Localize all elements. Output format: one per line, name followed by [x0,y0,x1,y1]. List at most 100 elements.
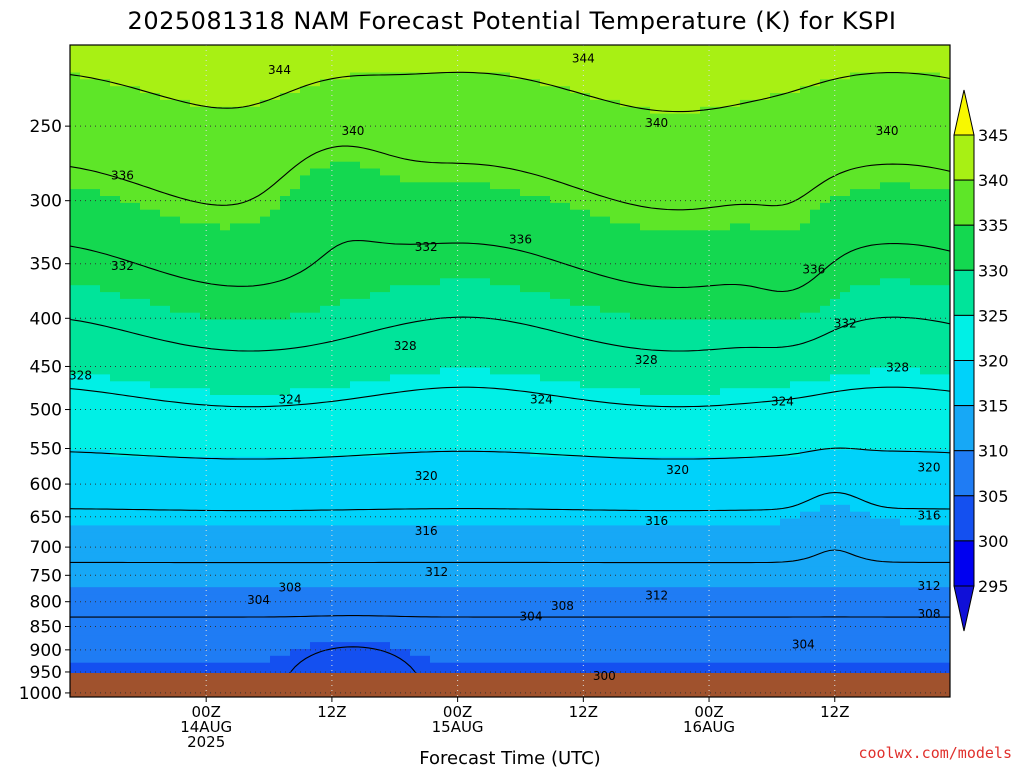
field-cell [380,113,391,122]
field-cell [300,594,311,602]
field-cell [520,642,531,650]
field-cell [580,401,591,410]
field-cell [160,99,171,108]
field-cell [340,587,351,595]
field-cell [580,237,591,245]
field-cell [160,264,171,273]
field-cell [390,607,401,616]
field-cell [170,614,181,623]
field-cell [70,587,81,595]
field-cell [310,319,321,327]
field-cell [270,388,281,396]
field-cell [490,374,501,382]
field-cell [160,319,171,327]
field-cell [320,621,331,629]
field-cell [290,65,301,74]
field-cell [490,127,501,135]
field-cell [70,292,81,300]
field-cell [160,546,171,554]
field-cell [210,642,221,650]
field-cell [150,642,161,650]
field-cell [470,223,481,231]
field-cell [570,72,581,80]
field-cell [140,367,151,376]
field-cell [160,559,171,568]
field-cell [190,600,201,609]
field-cell [460,525,471,533]
field-cell [520,511,531,520]
field-cell [160,51,171,60]
field-cell [220,518,231,527]
field-cell [470,340,481,348]
field-cell [90,600,101,609]
field-cell [190,395,201,403]
field-cell [210,635,221,643]
field-cell [310,429,321,437]
field-cell [530,244,541,252]
field-cell [230,642,241,650]
field-cell [320,278,331,286]
field-cell [540,298,551,307]
field-cell [400,209,411,218]
field-cell [70,333,81,341]
field-cell [300,518,311,527]
field-cell [530,141,541,149]
field-cell [110,154,121,163]
field-cell [520,127,531,135]
field-cell [320,168,331,176]
field-cell [170,340,181,348]
field-cell [250,209,261,218]
field-cell [290,230,301,238]
field-cell [300,649,311,657]
field-cell [570,340,581,348]
field-cell [350,223,361,231]
field-cell [280,449,291,458]
field-cell [550,649,561,657]
field-cell [470,113,481,122]
field-cell [430,99,441,108]
field-cell [340,264,351,273]
field-cell [210,175,221,183]
field-cell [130,250,141,259]
field-cell [110,456,121,465]
field-cell [450,333,461,341]
field-cell [220,209,231,218]
field-cell [420,539,431,547]
field-cell [410,319,421,327]
field-cell [130,498,141,506]
field-cell [120,559,131,568]
field-cell [350,305,361,314]
field-cell [310,72,321,80]
field-cell [410,532,421,540]
field-cell [220,594,231,602]
field-cell [480,154,491,163]
field-cell [520,72,531,80]
field-cell [490,491,501,499]
field-cell [80,546,91,554]
field-cell [100,635,111,643]
field-cell [490,559,501,568]
field-cell [90,649,101,657]
field-cell [290,127,301,135]
field-cell [570,161,581,170]
field-cell [290,587,301,595]
field-cell [550,504,561,513]
field-cell [330,347,341,355]
field-cell [190,161,201,170]
field-cell [350,491,361,499]
field-cell [580,147,591,156]
field-cell [70,470,81,478]
field-cell [490,134,501,142]
field-cell [520,463,531,472]
field-cell [310,175,321,183]
field-cell [490,566,501,575]
field-cell [150,511,161,520]
field-cell [550,120,561,128]
field-cell [140,580,151,588]
field-cell [570,594,581,602]
field-cell [110,45,121,53]
field-cell [550,257,561,266]
field-cell [270,566,281,575]
field-cell [320,154,331,163]
field-cell [210,209,221,218]
